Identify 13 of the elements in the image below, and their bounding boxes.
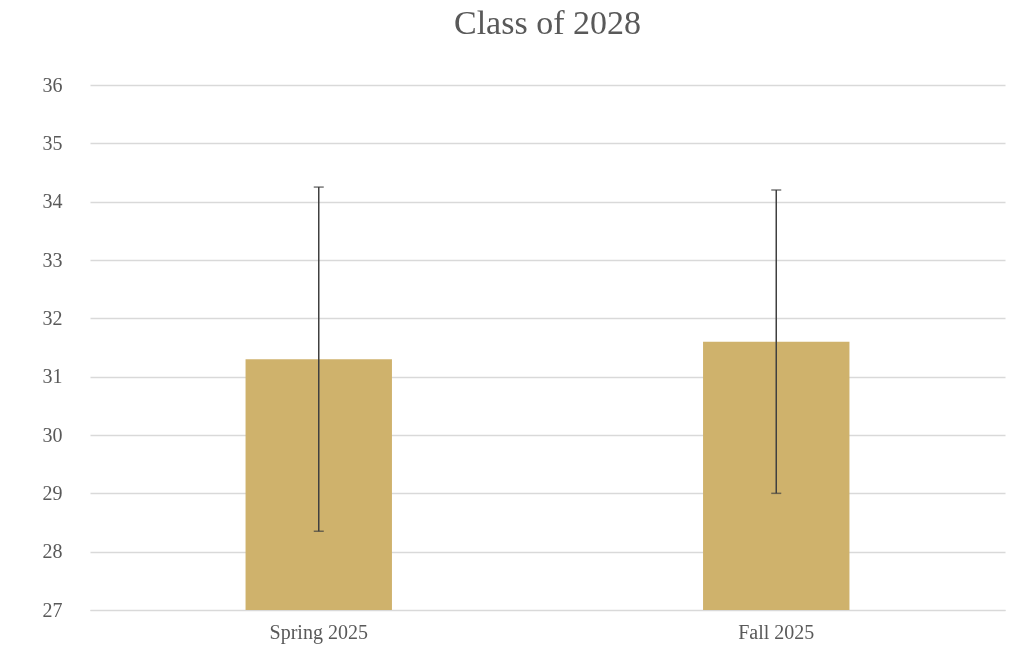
y-tick-label: 30 — [42, 423, 63, 446]
y-tick-label: 35 — [42, 131, 63, 154]
y-tick-label: 32 — [42, 306, 63, 329]
y-tick-label: 36 — [42, 73, 63, 96]
x-tick-label: Spring 2025 — [269, 620, 368, 644]
y-tick-label: 27 — [42, 598, 63, 621]
x-tick-label: Fall 2025 — [738, 620, 815, 643]
y-tick-label: 33 — [42, 248, 63, 271]
y-tick-label: 34 — [42, 190, 63, 213]
y-tick-label: 29 — [42, 481, 63, 504]
chart-title: Class of 2028 — [454, 4, 641, 41]
y-tick-label: 31 — [42, 365, 63, 388]
y-tick-label: 28 — [42, 540, 63, 563]
